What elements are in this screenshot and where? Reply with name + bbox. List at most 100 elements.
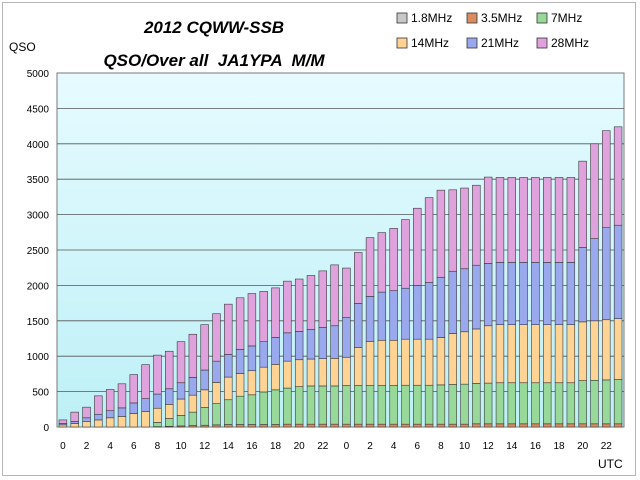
- legend-swatch: [466, 12, 478, 24]
- bar-segment: [566, 262, 576, 325]
- bar-segment: [330, 385, 339, 425]
- bar-segment: [472, 184, 481, 266]
- bar-segment: [590, 238, 599, 322]
- legend-label: 14MHz: [411, 36, 449, 50]
- bar-segment: [235, 297, 245, 350]
- bar-segment: [294, 423, 304, 428]
- bar-segment: [188, 377, 198, 396]
- bar-segment: [318, 327, 327, 359]
- x-tick-label: 2: [367, 441, 373, 452]
- bar-segment: [153, 407, 162, 423]
- bar-segment: [483, 263, 493, 327]
- bar-segment: [105, 389, 115, 412]
- bar-segment: [543, 262, 552, 325]
- bar-segment: [424, 282, 434, 340]
- bar-segment: [129, 413, 138, 428]
- bar-segment: [271, 287, 280, 338]
- x-tick-label: 2: [84, 441, 90, 452]
- bar-segment: [259, 366, 268, 393]
- bar-segment: [472, 328, 481, 384]
- bar-segment: [200, 324, 209, 371]
- y-tick-label: 1500: [27, 317, 50, 328]
- bar-segment: [306, 275, 316, 330]
- bar-segment: [424, 197, 434, 283]
- legend-label: 3.5MHz: [481, 11, 522, 25]
- bar-segment: [342, 267, 351, 318]
- bar-segment: [377, 232, 387, 293]
- bar-segment: [283, 280, 292, 334]
- bar-segment: [495, 324, 505, 384]
- y-tick-label: 5000: [27, 69, 50, 80]
- y-tick-label: 2500: [27, 246, 50, 257]
- y-tick-label: 0: [43, 423, 49, 434]
- bar-segment: [507, 262, 516, 325]
- bar-segment: [436, 276, 446, 338]
- bar-segment: [424, 423, 434, 428]
- bar-segment: [483, 176, 493, 264]
- bar-segment: [543, 324, 552, 384]
- bar-segment: [224, 424, 233, 428]
- y-tick-label: 4000: [27, 140, 50, 151]
- bar-segment: [94, 413, 103, 421]
- bar-segment: [235, 424, 245, 428]
- bar-segment: [519, 177, 528, 263]
- bar-segment: [507, 324, 516, 384]
- bar-segment: [117, 416, 127, 428]
- bar-segment: [58, 419, 68, 424]
- bar-segment: [578, 321, 587, 381]
- bar-segment: [176, 415, 186, 427]
- bar-segment: [424, 384, 434, 425]
- bar-segment: [613, 126, 623, 226]
- bar-segment: [554, 324, 564, 384]
- bar-segment: [141, 364, 150, 399]
- bar-segment: [58, 424, 68, 428]
- bar-segment: [401, 338, 410, 386]
- bar-segment: [602, 319, 611, 381]
- bar-segment: [554, 382, 564, 425]
- bar-segment: [165, 350, 174, 390]
- bar-segment: [377, 423, 387, 428]
- bar-segment: [212, 360, 221, 383]
- bar-segment: [342, 317, 351, 358]
- legend-label: 21MHz: [481, 36, 519, 50]
- bar-segment: [318, 270, 327, 328]
- bar-segment: [176, 398, 186, 416]
- x-tick-label: 0: [60, 441, 66, 452]
- bar-segment: [389, 423, 398, 428]
- bar-segment: [354, 252, 363, 304]
- bar-segment: [200, 407, 209, 426]
- bar-segment: [188, 394, 198, 413]
- bar-segment: [460, 187, 469, 270]
- bar-segment: [613, 224, 623, 319]
- bar-segment: [602, 130, 611, 228]
- bar-segment: [543, 382, 552, 425]
- bar-segment: [165, 418, 174, 427]
- bar-segment: [519, 423, 528, 428]
- bar-segment: [141, 398, 150, 412]
- bar-segment: [224, 376, 233, 401]
- bar-segment: [212, 313, 221, 362]
- bar-segment: [602, 423, 611, 428]
- bar-segment: [365, 423, 375, 428]
- x-tick-label: 6: [131, 441, 137, 452]
- bar-segment: [342, 423, 351, 428]
- bar-segment: [448, 189, 457, 272]
- bar-segment: [70, 411, 79, 422]
- legend-swatch: [396, 37, 408, 49]
- bar-segment: [495, 262, 505, 325]
- bar-segment: [566, 177, 576, 263]
- bar-segment: [507, 423, 516, 428]
- bar-segment: [117, 407, 127, 417]
- x-tick-label: 8: [438, 441, 444, 452]
- bar-segment: [294, 359, 304, 387]
- bar-segment: [460, 268, 469, 333]
- bar-segment: [389, 290, 398, 341]
- bar-segment: [413, 338, 422, 386]
- bar-segment: [554, 423, 564, 428]
- bar-segment: [554, 177, 564, 263]
- bar-segment: [531, 423, 540, 428]
- y-tick-label: 3000: [27, 211, 50, 222]
- bar-segment: [82, 417, 91, 422]
- bar-segment: [153, 354, 162, 395]
